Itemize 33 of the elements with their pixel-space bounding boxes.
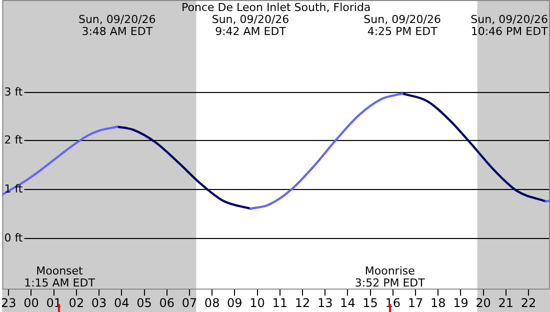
x-tick-label: 13 [317, 296, 333, 310]
x-tick-label: 00 [24, 296, 39, 310]
y-tick-label: 1 ft [4, 182, 24, 196]
x-tick-label: 14 [340, 296, 356, 310]
x-tick-label: 07 [182, 296, 198, 310]
x-tick-label: 18 [430, 296, 446, 310]
y-tick-label: 3 ft [4, 85, 24, 98]
ref-line-label: Moonset 1:15 AM EDT [24, 264, 96, 290]
x-tick-label: 08 [204, 296, 220, 310]
x-tick-label: 15 [362, 296, 378, 310]
ref-line-label: Moonrise 3:52 PM EDT [354, 264, 426, 290]
annotation: Sun, 09/20/26 4:25 PM EDT [364, 12, 441, 38]
x-tick-label: 02 [68, 296, 84, 310]
y-tick-label: 0 ft [4, 231, 24, 244]
x-tick-label: 17 [408, 296, 424, 310]
chart-title: Ponce De Leon Inlet South, Florida [182, 0, 371, 14]
y-tick-label: 2 ft [4, 133, 24, 146]
annotation: Sun, 09/20/26 10:46 PM EDT [470, 12, 548, 38]
x-tick-label: 22 [520, 296, 536, 310]
x-tick-label: 09 [227, 296, 242, 310]
x-tick-label: 20 [476, 296, 491, 310]
x-tick-label: 11 [272, 296, 288, 310]
x-tick-label: 23 [0, 296, 16, 310]
annotation: Sun, 09/20/26 3:48 AM EDT [78, 12, 156, 38]
x-tick-label: 21 [498, 296, 514, 310]
annotation: Sun, 09/20/26 9:42 AM EDT [212, 12, 290, 38]
x-tick-label: 05 [136, 296, 152, 310]
x-tick-label: 19 [453, 296, 468, 310]
x-tick-label: 12 [294, 296, 310, 310]
x-tick-label: 03 [91, 296, 107, 310]
x-tick-label: 10 [250, 296, 265, 310]
x-tick-label: 06 [159, 296, 175, 310]
x-tick-label: 04 [114, 296, 130, 310]
